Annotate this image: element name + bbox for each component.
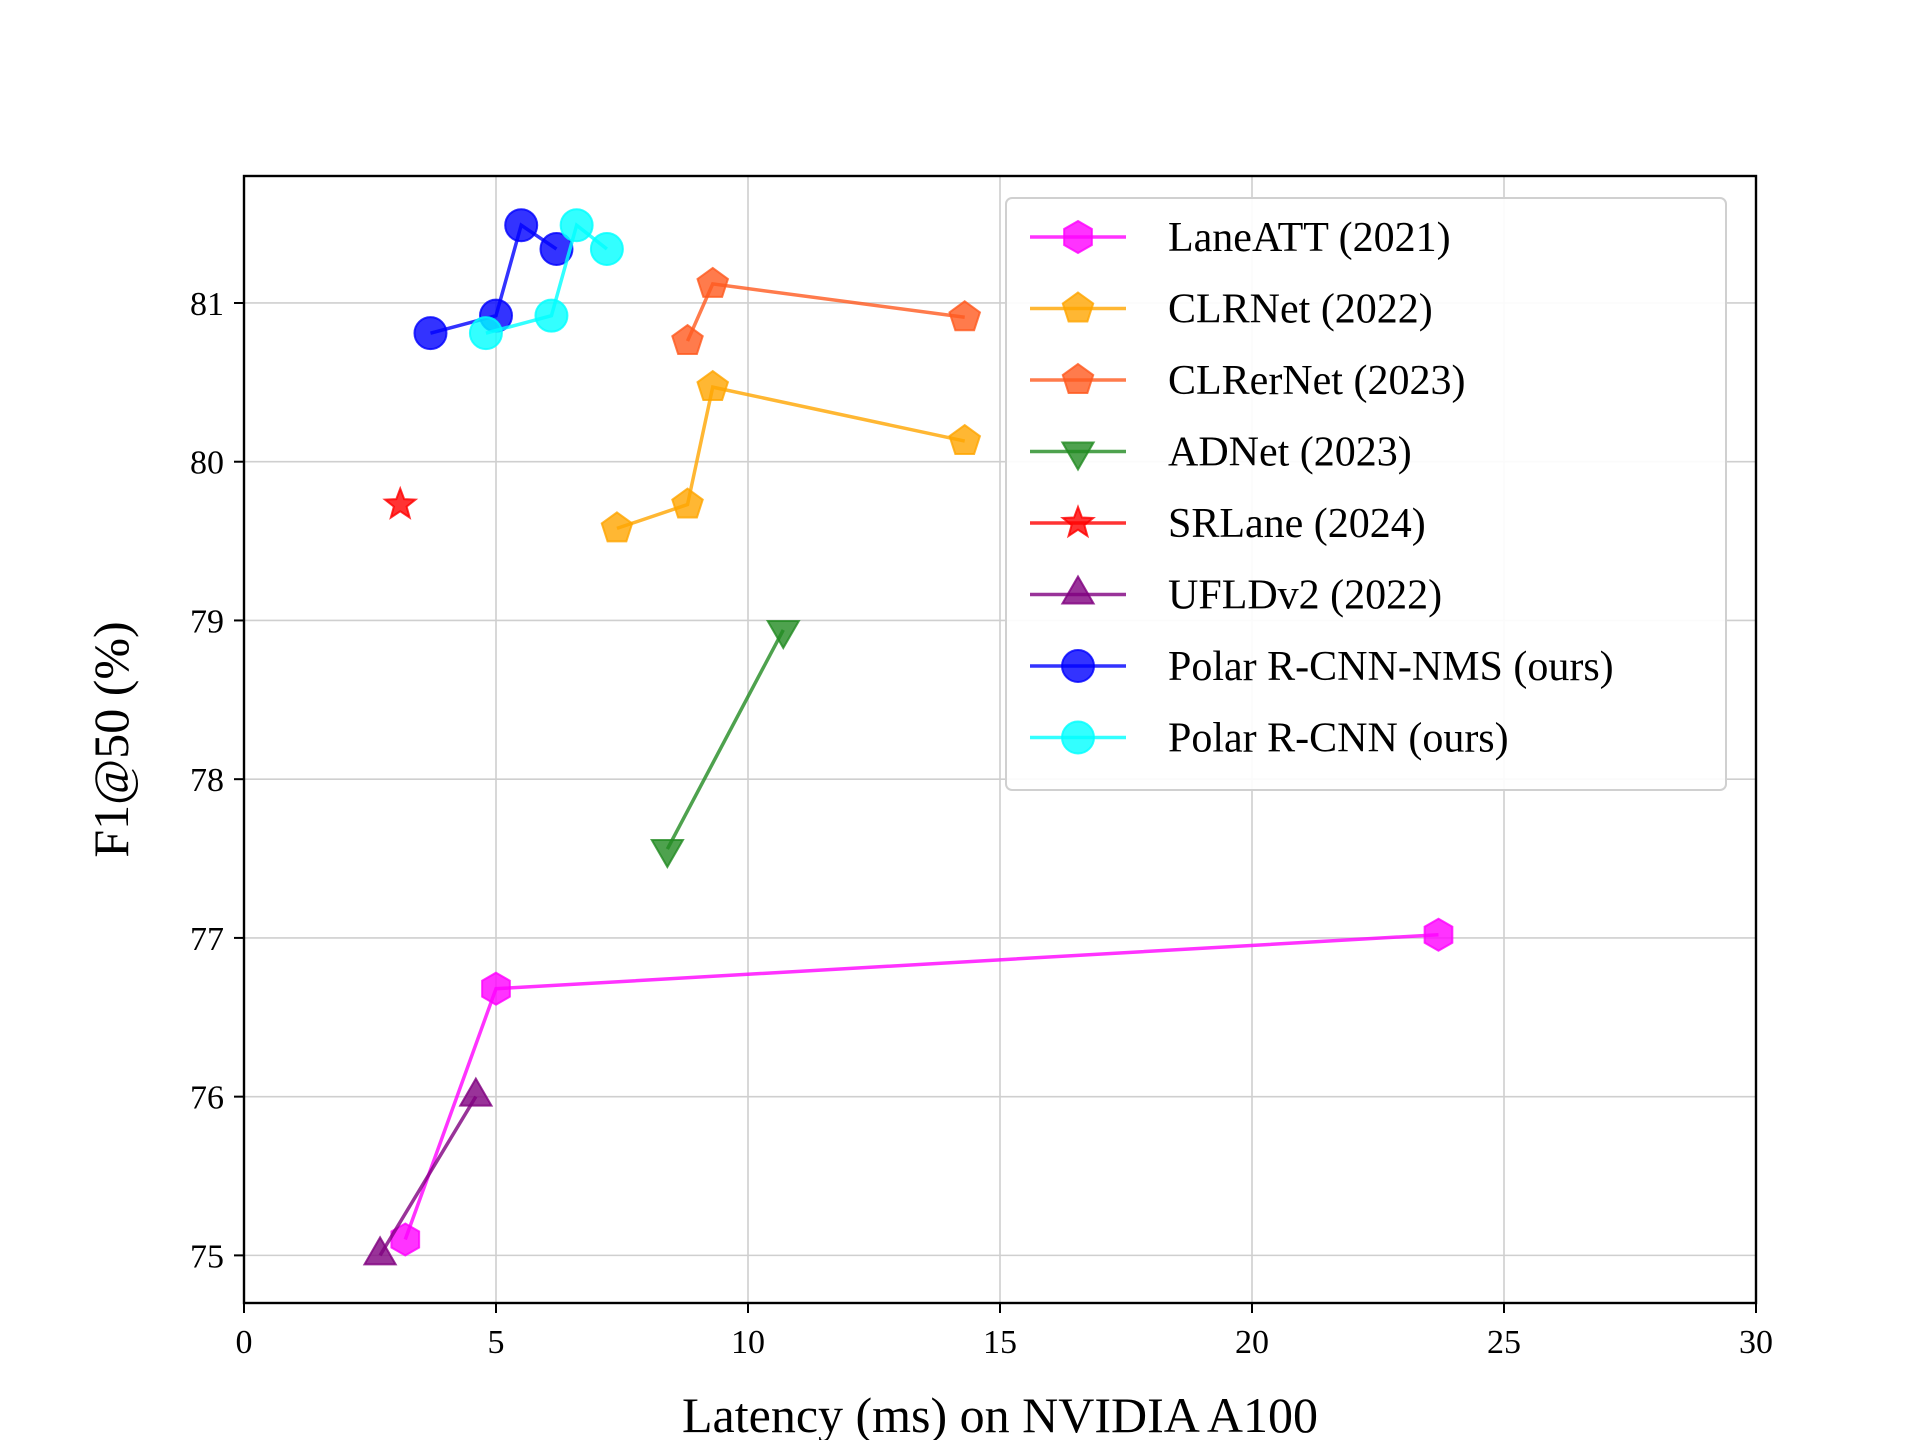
series-line [685,282,965,342]
series-2 [671,266,982,356]
data-point [671,323,704,356]
data-point [458,1076,494,1107]
legend-swatch-marker [1060,504,1096,539]
data-point [650,839,685,870]
legend-label: SRLane (2024) [1168,501,1426,547]
data-point [600,511,634,543]
series-layer [362,208,1454,1266]
y-tick-label: 80 [190,445,224,482]
data-point [534,298,569,333]
y-tick-label: 76 [190,1080,224,1117]
series-7 [468,208,624,351]
legend-swatch-marker [1063,219,1093,255]
series-line [665,629,785,850]
legend-swatch-marker [1060,574,1096,605]
series-3 [650,619,801,870]
x-tick-label: 5 [488,1324,505,1361]
legend-label: Polar R-CNN (ours) [1168,716,1509,762]
legend-item: CLRerNet (2023) [1030,358,1465,404]
tick-layer: 0 5 10 15 20 25 30 75 76 77 78 79 80 81 [190,286,1773,1361]
data-point [468,316,503,351]
data-point [362,1235,398,1266]
data-point [390,1222,421,1257]
series-1 [600,369,982,543]
y-tick-label: 75 [190,1238,224,1275]
data-point [589,232,624,267]
series-line [378,1095,478,1257]
series-4 [382,485,419,520]
legend-item: UFLDv2 (2022) [1030,573,1442,619]
legend-item: ADNet (2023) [1030,430,1412,476]
series-line [403,932,1439,1241]
data-point [696,266,730,298]
data-point [1423,917,1454,952]
y-tick-label: 79 [190,603,224,640]
legend-label: CLRNet (2022) [1168,287,1433,333]
legend-item: Polar R-CNN-NMS (ours) [1030,644,1614,690]
series-5 [362,1076,494,1266]
legend-item: SRLane (2024) [1030,501,1426,547]
x-tick-label: 10 [731,1324,765,1361]
y-axis-title: F1@50 (%) [83,621,139,857]
data-point [765,619,801,650]
data-point [671,487,704,519]
legend-swatch-marker [1061,362,1095,394]
data-point [948,423,982,456]
x-axis-title: Latency (ms) on NVIDIA A100 [682,1387,1318,1440]
data-point [948,300,982,332]
legend-box [1005,197,1727,791]
series-line [430,222,558,335]
legend-swatch-marker [1061,649,1095,683]
data-point [696,369,730,402]
data-point [504,208,539,243]
series-0 [390,917,1454,1257]
series-line [485,222,608,335]
legend: LaneATT (2021) CLRNet (2022) CLRerNet (202… [1005,197,1727,791]
x-tick-label: 25 [1487,1324,1521,1361]
data-point [413,316,448,351]
data-point [539,232,574,267]
legend-label: ADNet (2023) [1168,430,1412,476]
legend-swatch-marker [1060,441,1096,472]
x-tick-label: 20 [1235,1324,1269,1361]
legend-label: LaneATT (2021) [1168,215,1451,261]
x-tick-label: 30 [1739,1324,1773,1361]
legend-item: LaneATT (2021) [1030,215,1451,261]
series-line [616,385,966,531]
legend-swatch-marker [1061,291,1095,323]
legend-label: Polar R-CNN-NMS (ours) [1168,644,1614,690]
legend-item: Polar R-CNN (ours) [1030,716,1509,762]
data-point [382,485,419,520]
x-tick-label: 15 [983,1324,1017,1361]
legend-label: UFLDv2 (2022) [1168,573,1442,619]
y-tick-label: 78 [190,762,224,799]
data-point [559,208,594,243]
y-tick-label: 81 [190,286,224,323]
y-tick-label: 77 [190,921,224,958]
data-point [481,971,511,1006]
legend-item: CLRNet (2022) [1030,287,1433,333]
x-tick-label: 0 [236,1324,253,1361]
legend-label: CLRerNet (2023) [1168,358,1465,404]
legend-swatch-marker [1061,720,1095,755]
